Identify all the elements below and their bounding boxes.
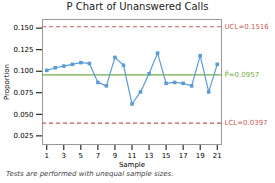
svg-text:21: 21 — [213, 152, 222, 160]
html-text:P Chart of Unanswered Calls: P Chart of Unanswered Calls — [66, 1, 209, 12]
svg-text:11: 11 — [128, 152, 137, 160]
svg-text:0.050: 0.050 — [13, 111, 33, 119]
svg-text:LCL=0.0397: LCL=0.0397 — [225, 119, 268, 127]
svg-text:1: 1 — [45, 152, 49, 160]
svg-text:19: 19 — [196, 152, 205, 160]
svg-text:Proportion: Proportion — [3, 64, 11, 100]
svg-text:0.075: 0.075 — [13, 89, 33, 97]
svg-text:7: 7 — [96, 152, 100, 160]
svg-text:UCL=0.1516: UCL=0.1516 — [225, 23, 270, 31]
html-text:Tests are performed with unequ: Tests are performed with unequal sample … — [6, 170, 174, 178]
svg-text:17: 17 — [179, 152, 188, 160]
svg-text:0.150: 0.150 — [13, 24, 33, 32]
svg-text:9: 9 — [113, 152, 117, 160]
svg-text:5: 5 — [79, 152, 83, 160]
svg-text:P̅=0.0957: P̅=0.0957 — [225, 70, 260, 79]
svg-text:0.100: 0.100 — [13, 67, 33, 75]
svg-text:0.025: 0.025 — [13, 132, 33, 140]
svg-text:3: 3 — [62, 152, 66, 160]
svg-text:Sample: Sample — [119, 161, 145, 169]
svg-text:0.125: 0.125 — [13, 46, 33, 54]
svg-text:13: 13 — [145, 152, 154, 160]
svg-text:15: 15 — [162, 152, 171, 160]
